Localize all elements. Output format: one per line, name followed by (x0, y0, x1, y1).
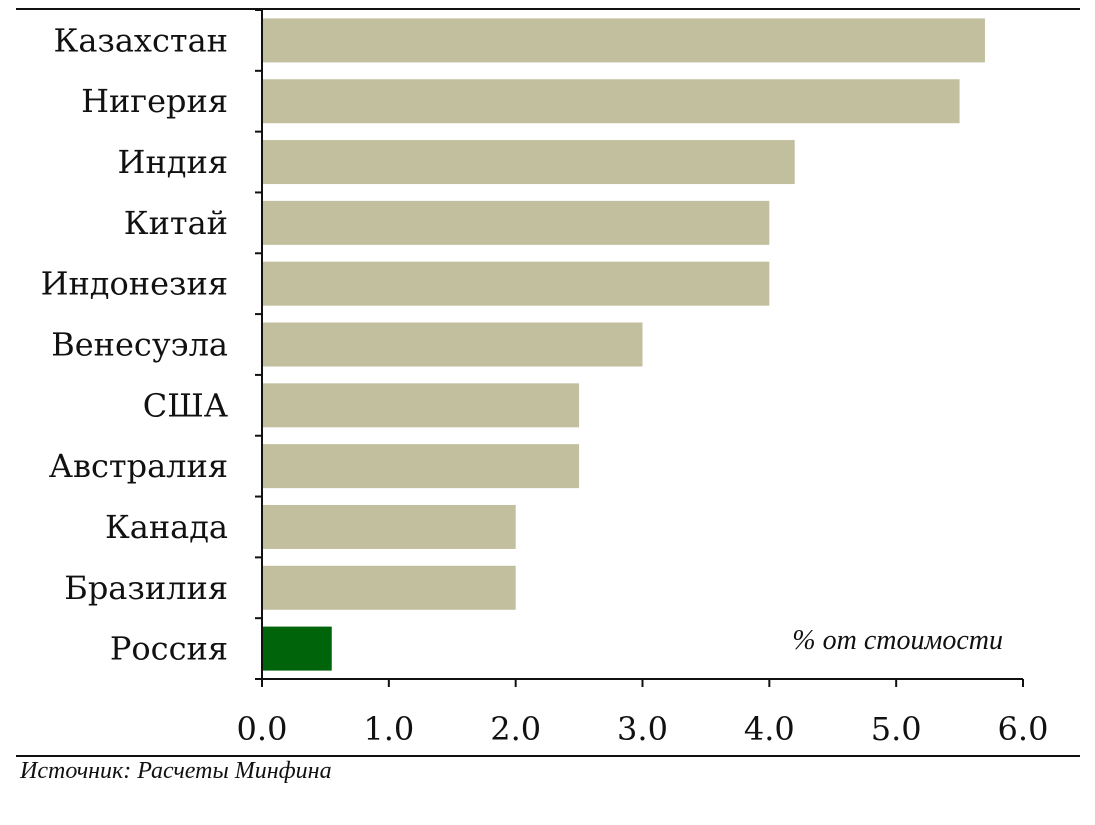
category-label-10: Бразилия (64, 569, 228, 607)
bar-5 (262, 261, 770, 306)
category-label-1: Казахстан (54, 21, 228, 59)
bar-4 (262, 200, 770, 245)
x-tick-label-1: 0.0 (237, 710, 288, 748)
x-tick-label-7: 6.0 (998, 710, 1049, 748)
x-tick-label-3: 2.0 (490, 710, 541, 748)
x-tick-label-2: 1.0 (363, 710, 414, 748)
x-tick-label-4: 3.0 (617, 710, 668, 748)
category-label-3: Индия (118, 143, 228, 181)
bar-10 (262, 565, 516, 610)
x-axis-ticks: 0.0 1.0 2.0 3.0 4.0 5.0 6.0 (237, 679, 1049, 748)
y-axis-ticks (255, 9, 262, 680)
bar-1 (262, 18, 985, 63)
source-note: Источник: Расчеты Минфина (20, 758, 332, 784)
bar-7 (262, 383, 580, 428)
bar-11 (262, 626, 332, 671)
category-label-5: Индонезия (41, 265, 228, 303)
x-tick-label-6: 5.0 (871, 710, 922, 748)
category-label-11: Россия (110, 630, 228, 668)
category-label-7: США (143, 386, 228, 424)
bar-8 (262, 444, 580, 489)
category-label-4: Китай (124, 204, 228, 242)
bar-9 (262, 504, 516, 549)
category-label-8: Австралия (49, 447, 228, 485)
category-label-6: Венесуэла (51, 326, 228, 364)
category-label-9: Канада (105, 508, 228, 546)
bar-3 (262, 140, 795, 185)
bar-6 (262, 322, 643, 367)
category-labels: Казахстан Нигерия Индия Китай Индонезия Венес… (41, 21, 228, 667)
unit-annotation: % от стоимости (792, 625, 1003, 656)
bar-2 (262, 79, 960, 124)
category-label-2: Нигерия (81, 82, 228, 120)
bars-group (262, 18, 985, 671)
x-tick-label-5: 4.0 (744, 710, 795, 748)
